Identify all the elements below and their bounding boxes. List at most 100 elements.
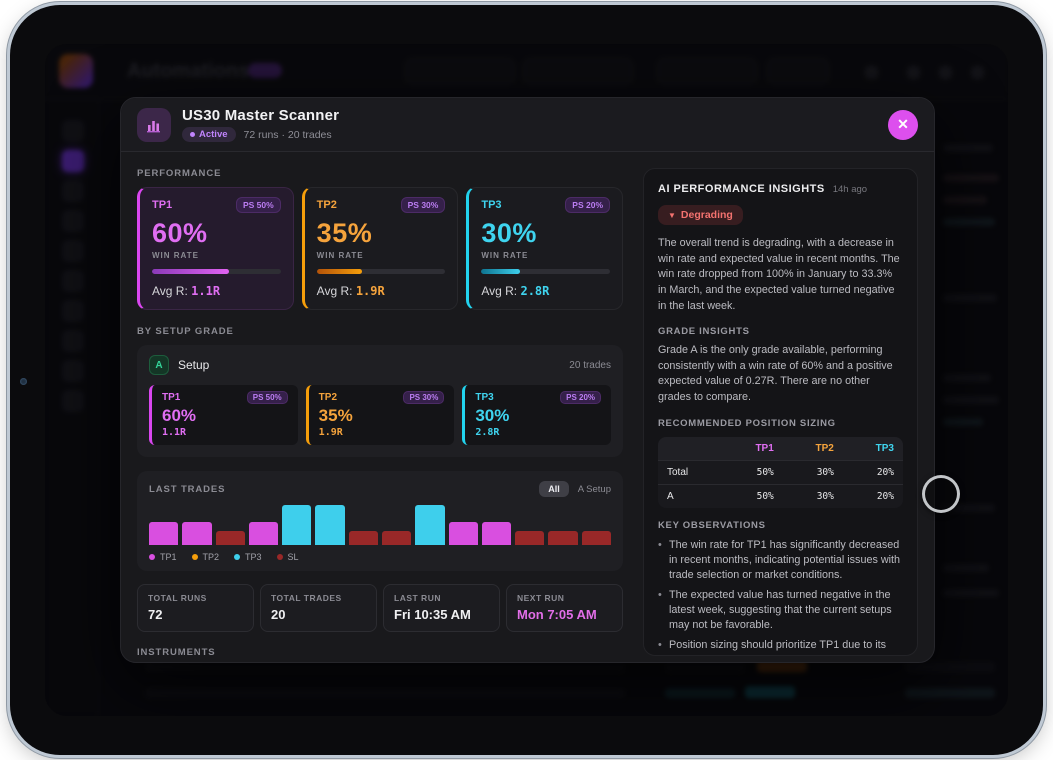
insights-summary: The overall trend is degrading, with a d… (658, 237, 900, 312)
grade-trades-count: 20 trades (569, 359, 611, 371)
trade-bar-tp3 (282, 505, 312, 545)
filter-all-button[interactable]: All (539, 481, 569, 497)
status-badge: Active (182, 127, 236, 142)
insights-title: AI PERFORMANCE INSIGHTS (658, 183, 825, 195)
tp1-dot-icon (149, 554, 155, 560)
tp2-meter (316, 269, 446, 274)
tp3-meter-fill (481, 269, 520, 274)
observation-item: The expected value has turned negative i… (658, 588, 903, 634)
degrading-badge: ▼ Degrading (658, 205, 743, 225)
sizing-col-tp1: TP1 (722, 436, 783, 461)
legend-tp1: TP1 (149, 552, 177, 562)
grade-setup-label: Setup (178, 358, 210, 372)
right-column: AI PERFORMANCE INSIGHTS 14h ago ▼ Degrad… (633, 152, 934, 662)
tp1-meter-fill (152, 269, 230, 274)
cursor-ring (922, 475, 960, 513)
grade-tp2-ps-badge: PS 30% (403, 391, 445, 404)
last-trades-label: LAST TRADES (149, 483, 226, 495)
sizing-row-a: A (658, 483, 723, 508)
last-run-label: LAST RUN (394, 593, 441, 603)
sizing-col-empty (658, 436, 723, 461)
insights-timestamp: 14h ago (832, 184, 868, 195)
down-triangle-icon: ▼ (668, 210, 676, 220)
next-run-value: Mon 7:05 AM (517, 607, 597, 622)
tp1-win-rate: 60% (152, 218, 208, 248)
tp1-card: TP1 PS 50% 60% WIN RATE Avg R: 1.1R (137, 187, 294, 310)
grade-card: A Setup 20 trades TP1 PS 50% 60% 1.1R (137, 345, 623, 457)
tp3-name: TP3 (481, 199, 502, 211)
grade-tp2-name: TP2 (318, 392, 338, 403)
position-sizing-label: RECOMMENDED POSITION SIZING (658, 417, 836, 429)
grade-insights-label: GRADE INSIGHTS (658, 326, 750, 338)
observation-item: Position sizing should prioritize TP1 du… (658, 638, 903, 655)
win-rate-label: WIN RATE (316, 251, 364, 260)
screen: Automations (45, 44, 1008, 716)
position-sizing-table: TP1 TP2 TP3 Total 50% (658, 436, 903, 508)
by-setup-grade-label: BY SETUP GRADE (137, 326, 234, 337)
grade-tp1-ps-badge: PS 50% (246, 391, 288, 404)
grade-tp3-card: TP3 PS 20% 30% 2.8R (462, 385, 612, 445)
trade-bar-sl (215, 531, 245, 545)
sizing-col-tp3: TP3 (842, 436, 903, 461)
sl-dot-icon (276, 554, 283, 560)
grade-tp2-r: 1.9R (318, 427, 343, 438)
tp2-ps-badge: PS 30% (400, 197, 446, 213)
filter-a-setup-button[interactable]: A Setup (577, 483, 611, 495)
close-icon: ✕ (897, 116, 909, 132)
tp3-dot-icon (234, 554, 241, 560)
tablet-frame: Automations (10, 5, 1043, 755)
trades-legend: TP1 TP2 TP3 SL (149, 552, 611, 562)
modal-title: US30 Master Scanner (182, 107, 340, 124)
total-runs-card: TOTAL RUNS 72 (137, 584, 254, 632)
grade-tp1-r: 1.1R (162, 427, 187, 438)
close-button[interactable]: ✕ (888, 109, 918, 140)
grade-tp3-ps-badge: PS 20% (560, 391, 602, 404)
last-trades-card: LAST TRADES All A Setup TP1 TP2 TP3 (137, 471, 623, 571)
tp3-avg-r: Avg R: 2.8R (481, 284, 550, 298)
tp2-card: TP2 PS 30% 35% WIN RATE Avg R: 1.9R (301, 187, 459, 310)
grade-tp3-win: 30% (475, 406, 510, 425)
trade-bar-sl (348, 531, 378, 545)
trade-bar-sl (581, 531, 611, 545)
scanner-modal: US30 Master Scanner Active 72 runs · 20 … (120, 97, 935, 663)
performance-label: PERFORMANCE (137, 168, 222, 179)
tp1-name: TP1 (152, 199, 173, 211)
instruments-label: INSTRUMENTS (137, 647, 216, 658)
tp2-avg-r: Avg R: 1.9R (316, 284, 385, 298)
tp2-dot-icon (191, 554, 198, 560)
win-rate-label: WIN RATE (481, 251, 529, 260)
total-runs-label: TOTAL RUNS (148, 593, 207, 603)
trade-bar-tp3 (315, 505, 345, 545)
legend-tp2: TP2 (191, 552, 219, 562)
legend-tp3: TP3 (234, 552, 262, 562)
grade-tp1-win: 60% (162, 406, 197, 425)
next-run-card: NEXT RUN Mon 7:05 AM (506, 584, 623, 632)
total-runs-value: 72 (148, 607, 163, 622)
trade-bar-tp1 (248, 521, 279, 545)
bar-chart-icon (137, 107, 171, 142)
observation-item: The win rate for TP1 has significantly d… (658, 538, 903, 584)
modal-meta: 72 runs · 20 trades (243, 128, 332, 141)
grade-tp3-r: 2.8R (475, 427, 500, 438)
left-column: PERFORMANCE TP1 PS 50% 60% WIN RATE Avg R… (121, 152, 633, 662)
status-dot-icon (190, 132, 195, 137)
modal-header: US30 Master Scanner Active 72 runs · 20 … (121, 98, 934, 152)
trade-bar-tp3 (415, 505, 445, 545)
tp3-card: TP3 PS 20% 30% WIN RATE Avg R: 2.8R (466, 187, 624, 310)
trade-bar-tp1 (448, 521, 478, 545)
grade-tp2-card: TP2 PS 30% 35% 1.9R (305, 385, 455, 445)
grade-a-badge: A (149, 355, 169, 375)
grade-tp3-name: TP3 (475, 392, 494, 403)
key-observations-list: The win rate for TP1 has significantly d… (658, 538, 903, 655)
grade-tp1-card: TP1 PS 50% 60% 1.1R (149, 385, 298, 445)
trade-bar-tp1 (149, 521, 179, 545)
table-row: Total 50% 30% 20% (658, 459, 903, 485)
tp3-win-rate: 30% (481, 218, 537, 248)
last-run-value: Fri 10:35 AM (394, 607, 471, 622)
ai-insights-panel: AI PERFORMANCE INSIGHTS 14h ago ▼ Degrad… (643, 168, 918, 656)
trade-bar-sl (548, 531, 578, 545)
trade-bar-sl (381, 531, 412, 545)
trade-bar-sl (515, 531, 545, 545)
tp2-meter-fill (316, 269, 362, 274)
